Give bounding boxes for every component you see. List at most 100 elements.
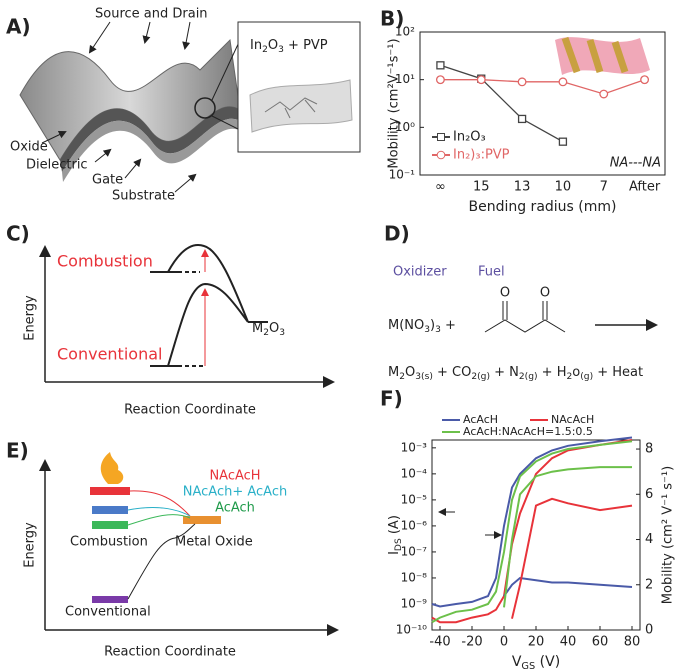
marker — [435, 75, 445, 85]
legend-label: In₂)₃:PVP — [453, 148, 510, 163]
device-layer — [62, 118, 243, 182]
text-part: O — [405, 365, 415, 380]
legend-swatch — [436, 150, 446, 160]
y2-tick-label: 8 — [645, 442, 653, 457]
pathway — [127, 514, 191, 526]
marker — [517, 77, 527, 87]
annotation: Substrate — [112, 189, 175, 204]
panel-a: A) In2O3 + PVP Source and Drain Oxide Di… — [6, 7, 361, 204]
molecule — [484, 301, 566, 333]
text-part: + — [441, 318, 456, 333]
text-part: 3 — [424, 325, 430, 335]
level-bar — [183, 516, 221, 524]
annotation: Dielectric — [26, 158, 88, 173]
x-tick-label: -20 — [461, 635, 482, 650]
x-tick-label: 13 — [514, 180, 531, 195]
text-part: M — [252, 321, 263, 336]
series-line — [431, 436, 633, 608]
axis-label: IDS (A) — [387, 515, 404, 555]
pathway — [127, 523, 196, 600]
panel-label: A) — [6, 15, 31, 39]
y2-tick-label: 0 — [645, 623, 653, 638]
text-part: o — [572, 365, 580, 380]
text-part: DS — [394, 538, 404, 551]
text-part: (g) — [580, 372, 593, 382]
x-tick-label: After — [629, 180, 661, 195]
plot-frame — [431, 439, 641, 631]
device-photo — [555, 36, 650, 75]
plot-frame — [419, 31, 666, 176]
axis-label: Reaction Coordinate — [104, 645, 236, 660]
series-line — [503, 576, 633, 597]
y-tick-label: 10² — [395, 25, 415, 39]
device-layer — [60, 106, 242, 172]
equation: M(NO3)3 + — [388, 318, 456, 335]
axis-label: Bending radius (mm) — [468, 199, 616, 215]
annotation: Oxide — [10, 140, 48, 155]
y-tick-label: 10⁻⁷ — [401, 544, 428, 558]
x-tick-label: ∞ — [435, 180, 446, 195]
legend-label: NAcAcH — [209, 469, 260, 484]
text-part: 2 — [262, 45, 268, 55]
text-part: 3 — [278, 45, 284, 55]
pathway — [129, 490, 191, 517]
inset-label: In2O3 + PVP — [250, 38, 328, 55]
legend-label: In₂O₃ — [453, 130, 486, 145]
panel-label: E) — [6, 439, 29, 463]
x-tick-label: -40 — [429, 635, 450, 650]
arrow — [88, 21, 111, 54]
legend-label: NAcAch+ AcAch — [183, 485, 287, 500]
series-line — [440, 64, 564, 143]
text-part: 2(g) — [471, 372, 490, 382]
x-tick-label: 10 — [555, 180, 572, 195]
arrow — [174, 173, 197, 193]
x-tick-label: 0 — [500, 635, 508, 650]
x-tick-label: 15 — [473, 180, 490, 195]
legend-label: AcAch — [215, 501, 255, 516]
inset-polymer — [264, 97, 318, 119]
axis-label: Energy — [23, 522, 38, 568]
panel-d: D) Oxidizer Fuel M(NO3)3 + O O M2O3(s) +… — [384, 222, 658, 382]
y-tick-label: 10¹ — [395, 72, 415, 86]
text-part: (A) — [387, 515, 402, 538]
text-part: + N — [490, 365, 519, 380]
y2-tick-label: 6 — [645, 487, 653, 502]
zoom-line — [211, 115, 241, 131]
legend-label: NAcAcH — [551, 413, 594, 426]
marker — [517, 114, 527, 124]
y-tick-label: 10⁻⁸ — [401, 570, 428, 584]
text-part: 2(g) — [519, 372, 538, 382]
panel-label: C) — [6, 222, 30, 246]
marker — [640, 75, 650, 85]
zoom-circle — [194, 97, 216, 119]
label: M2O3 — [252, 321, 285, 338]
legend-swatch — [437, 133, 445, 141]
text-part: + H — [538, 365, 567, 380]
x-tick-label: 20 — [528, 635, 545, 650]
atom: O — [540, 286, 550, 301]
x-tick-label: 80 — [624, 635, 641, 650]
series-line — [431, 440, 633, 624]
level-bar — [92, 506, 128, 514]
text-part: In — [250, 38, 262, 53]
series-line — [511, 497, 633, 619]
axis-label: Mobility (cm²V⁻¹s⁻¹) — [387, 38, 402, 168]
panel-c: C) Energy Reaction Coordinate Combustion… — [6, 222, 335, 418]
legend-label: AcAcH — [463, 413, 498, 426]
series-line — [503, 466, 632, 608]
reaction-curve — [167, 244, 249, 323]
axis-label: Mobility (cm² V⁻¹ s⁻¹) — [661, 466, 676, 604]
x-tick-label: 60 — [592, 635, 609, 650]
x-tick-label: 40 — [560, 635, 577, 650]
panel-e: E) Energy Reaction Coordinate NAcAcH NAc… — [6, 439, 339, 660]
label: Oxidizer — [393, 265, 447, 280]
label: Metal Oxide — [175, 535, 253, 550]
text-part: 2 — [566, 372, 572, 382]
marker — [599, 89, 609, 99]
y-tick-label: 10⁻¹ — [389, 168, 416, 182]
flame — [100, 452, 124, 484]
y-tick-label: 10⁻⁵ — [401, 492, 428, 506]
text-part: O — [269, 321, 279, 336]
level-bar — [90, 487, 130, 495]
annotation: NA---NA — [610, 156, 661, 171]
